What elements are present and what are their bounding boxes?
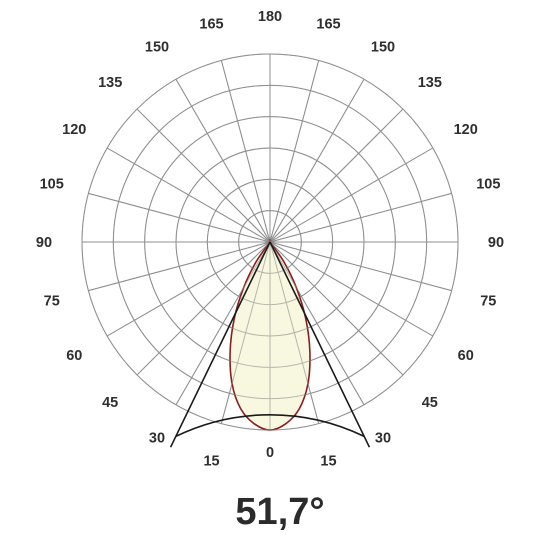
- angle-tick-label: 30: [149, 431, 165, 447]
- angle-tick-label: 120: [454, 122, 478, 138]
- angle-tick-label: 60: [66, 348, 82, 364]
- angle-tick-label: 120: [62, 122, 86, 138]
- grid-spoke-overlay: [269, 241, 452, 292]
- grid-spoke-overlay: [269, 241, 434, 337]
- grid-spoke-overlay: [269, 78, 365, 243]
- grid-spoke-overlay: [269, 241, 404, 376]
- angle-tick-label: 180: [258, 9, 282, 25]
- angle-tick-label: 135: [418, 75, 442, 91]
- grid-spoke-overlay: [175, 78, 271, 243]
- grid-spoke-overlay: [269, 60, 320, 243]
- angle-tick-label: 105: [476, 177, 500, 193]
- angle-tick-label: 105: [40, 177, 64, 193]
- grid-spoke-overlay: [269, 192, 452, 243]
- angle-tick-label: 45: [102, 395, 118, 411]
- angle-tick-label: 90: [488, 235, 504, 251]
- beam-angle-label: 51,7°: [235, 491, 324, 533]
- grid-spoke-overlay: [88, 241, 271, 292]
- grid-spoke-overlay: [269, 241, 365, 406]
- grid-spoke-overlay: [106, 241, 271, 337]
- grid-spoke-overlay: [88, 192, 271, 243]
- angle-tick-label: 30: [375, 431, 391, 447]
- beam-line-right: [269, 241, 371, 448]
- grid-overlay: [81, 53, 459, 431]
- grid-spoke-overlay: [175, 241, 271, 406]
- angle-tick-label: 75: [480, 293, 496, 309]
- angle-tick-label: 60: [458, 348, 474, 364]
- angle-tick-label: 15: [203, 453, 219, 469]
- angle-tick-label: 45: [422, 395, 438, 411]
- grid-spoke-overlay: [220, 241, 271, 424]
- intensity-curve-layer: [81, 53, 459, 431]
- angle-tick-label: 90: [36, 235, 52, 251]
- grid-spoke-overlay: [136, 108, 271, 243]
- angle-tick-label: 75: [44, 293, 60, 309]
- grid-spoke-overlay: [136, 241, 271, 376]
- beam-arc: [175, 413, 365, 438]
- angle-tick-label: 15: [320, 453, 336, 469]
- angle-tick-label: 150: [145, 39, 169, 55]
- grid-spoke-overlay: [269, 147, 434, 243]
- grid-spoke-overlay: [220, 60, 271, 243]
- angle-tick-label: 135: [98, 75, 122, 91]
- angle-tick-label: 165: [316, 17, 340, 33]
- grid-spoke-overlay: [269, 241, 320, 424]
- angle-tick-label: 165: [199, 17, 223, 33]
- beam-line-left: [169, 241, 271, 448]
- beam-angle-indicator: [169, 241, 371, 448]
- angle-tick-label: 150: [371, 39, 395, 55]
- grid-spoke-overlay: [269, 108, 404, 243]
- grid-spoke-overlay: [106, 147, 271, 243]
- angle-tick-labels: 0 15 30 45 60 75 90 105 120 135 150 165 180 165 150 135…: [36, 9, 504, 469]
- angle-tick-label: 0: [266, 445, 274, 461]
